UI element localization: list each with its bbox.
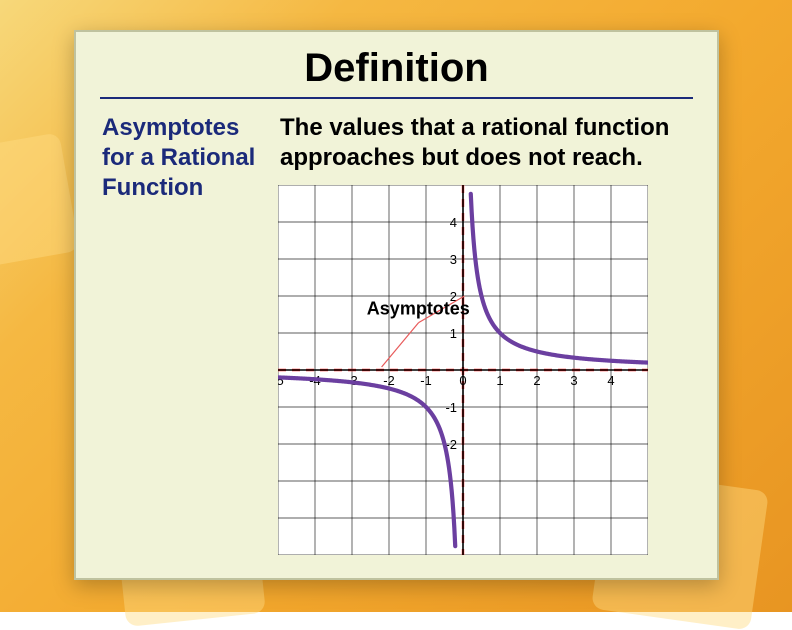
definition-card: Definition Asymptotes for a Rational Fun… <box>74 30 719 580</box>
svg-text:4: 4 <box>450 215 457 230</box>
card-content: Asymptotes for a Rational Function The v… <box>76 99 717 555</box>
asymptote-chart: -5-4-3-2-101234-2-11234Asymptotes <box>278 185 648 555</box>
svg-text:1: 1 <box>496 373 503 388</box>
svg-text:-1: -1 <box>420 373 432 388</box>
svg-text:-5: -5 <box>278 373 284 388</box>
term-text: Asymptotes for a Rational Function <box>102 113 262 555</box>
svg-text:3: 3 <box>450 252 457 267</box>
svg-text:1: 1 <box>450 326 457 341</box>
definition-column: The values that a rational function appr… <box>280 113 691 555</box>
svg-text:-1: -1 <box>445 400 457 415</box>
svg-text:3: 3 <box>570 373 577 388</box>
svg-text:2: 2 <box>533 373 540 388</box>
svg-text:0: 0 <box>459 373 466 388</box>
definition-text: The values that a rational function appr… <box>280 113 691 173</box>
chart-container: -5-4-3-2-101234-2-11234Asymptotes <box>278 185 648 555</box>
svg-text:Asymptotes: Asymptotes <box>367 299 470 319</box>
svg-text:4: 4 <box>607 373 614 388</box>
card-title: Definition <box>76 46 717 91</box>
